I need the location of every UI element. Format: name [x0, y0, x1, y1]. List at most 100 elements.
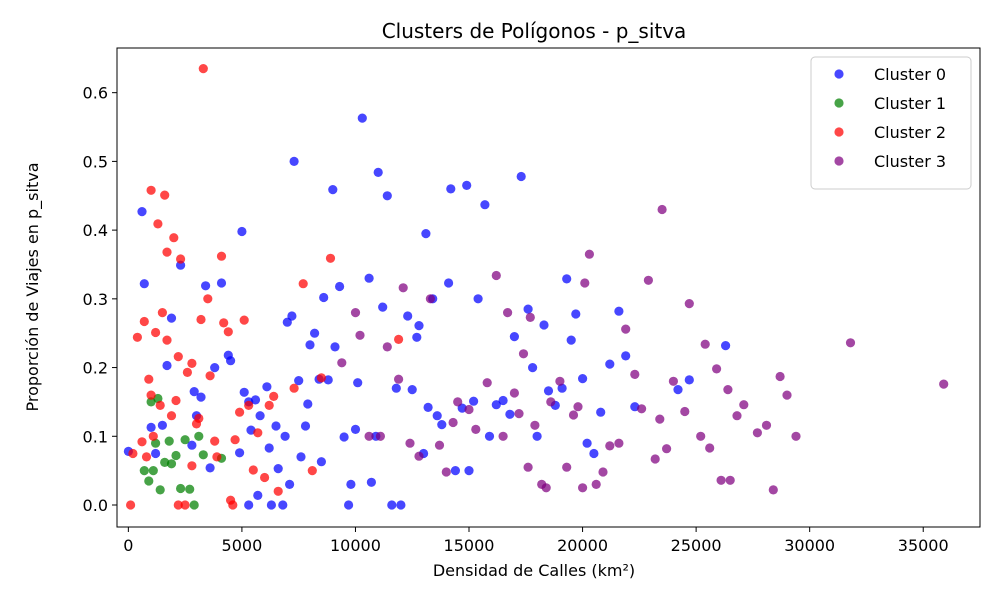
point-cluster-3 [555, 376, 565, 386]
x-axis-label: Densidad de Calles (km²) [433, 561, 635, 580]
point-cluster-0 [328, 185, 338, 195]
point-cluster-2 [187, 461, 197, 471]
point-cluster-0 [446, 184, 456, 194]
legend-label: Cluster 2 [874, 123, 946, 142]
point-cluster-0 [196, 392, 206, 402]
x-tick-label: 15000 [444, 536, 495, 555]
point-cluster-3 [350, 308, 361, 318]
point-cluster-1 [180, 435, 190, 445]
y-tick-label: 0.4 [83, 221, 108, 240]
point-cluster-0 [532, 431, 542, 441]
point-cluster-0 [582, 438, 592, 448]
point-cluster-3 [614, 438, 624, 448]
point-cluster-2 [151, 327, 161, 338]
point-cluster-2 [155, 400, 165, 410]
point-cluster-0 [469, 396, 479, 406]
point-cluster-3 [382, 342, 392, 352]
point-cluster-2 [182, 367, 192, 377]
point-cluster-1 [155, 485, 165, 495]
point-cluster-0 [273, 464, 283, 474]
y-axis-label: Proporción de Viajes en p_sitva [23, 162, 43, 411]
point-cluster-2 [307, 466, 317, 476]
point-cluster-0 [162, 360, 172, 371]
point-cluster-3 [525, 312, 535, 322]
point-cluster-0 [294, 376, 304, 386]
point-cluster-0 [216, 278, 227, 288]
point-cluster-3 [761, 420, 772, 430]
point-cluster-2 [126, 500, 136, 510]
y-tick-label: 0.0 [83, 496, 108, 515]
point-cluster-0 [339, 432, 349, 442]
point-cluster-3 [562, 462, 572, 472]
point-cluster-3 [405, 438, 415, 448]
x-tick-label: 25000 [671, 536, 722, 555]
point-cluster-3 [716, 475, 726, 485]
point-cluster-3 [775, 371, 785, 382]
point-cluster-3 [471, 424, 481, 434]
point-cluster-3 [668, 376, 679, 386]
point-cluster-3 [578, 483, 588, 493]
point-cluster-0 [266, 500, 276, 510]
point-cluster-0 [589, 448, 599, 459]
point-cluster-1 [164, 436, 174, 446]
y-tick-label: 0.1 [83, 427, 108, 446]
point-cluster-2 [216, 251, 227, 261]
point-cluster-2 [187, 358, 197, 368]
point-cluster-0 [226, 356, 236, 366]
point-cluster-1 [171, 450, 181, 461]
point-cluster-3 [655, 414, 665, 424]
point-cluster-3 [448, 417, 458, 428]
point-cluster-2 [141, 452, 152, 462]
point-cluster-3 [482, 378, 492, 388]
point-cluster-3 [498, 431, 508, 441]
point-cluster-3 [591, 479, 601, 489]
point-cluster-0 [509, 332, 519, 342]
point-cluster-0 [289, 156, 299, 166]
y-tick-label: 0.3 [83, 290, 108, 309]
point-cluster-0 [396, 500, 406, 510]
point-cluster-0 [280, 431, 290, 441]
point-cluster-3 [752, 428, 763, 438]
point-cluster-0 [523, 304, 533, 314]
point-cluster-0 [235, 448, 245, 458]
point-cluster-2 [157, 308, 167, 318]
legend-marker [834, 127, 844, 137]
point-cluster-2 [166, 411, 177, 421]
point-cluster-0 [187, 440, 197, 450]
point-cluster-2 [173, 352, 183, 362]
point-cluster-2 [394, 334, 404, 344]
legend-marker [834, 98, 844, 108]
point-cluster-3 [637, 404, 647, 414]
point-cluster-3 [732, 411, 742, 421]
point-cluster-2 [153, 219, 163, 229]
point-cluster-2 [248, 465, 258, 475]
point-cluster-3 [684, 299, 694, 309]
point-cluster-0 [491, 400, 501, 410]
point-cluster-3 [700, 339, 710, 349]
point-cluster-3 [414, 451, 424, 461]
point-cluster-3 [541, 483, 551, 493]
point-cluster-3 [605, 441, 615, 451]
axes: 0 5000 10000 15000 20000 25000 30000 35000 0.0 0.… [83, 47, 981, 555]
point-cluster-0 [344, 500, 354, 510]
point-cluster-0 [562, 274, 572, 284]
point-cluster-0 [444, 278, 454, 288]
point-cluster-0 [205, 463, 215, 473]
point-cluster-3 [657, 204, 667, 215]
point-cluster-2 [228, 500, 238, 510]
point-cluster-3 [491, 270, 501, 281]
point-cluster-2 [171, 395, 181, 406]
point-cluster-3 [434, 440, 445, 450]
point-cluster-0 [151, 448, 161, 459]
point-cluster-0 [543, 386, 554, 396]
legend-label: Cluster 0 [874, 65, 946, 84]
point-cluster-0 [366, 477, 376, 487]
point-cluster-2 [173, 500, 183, 510]
point-cluster-0 [262, 382, 272, 392]
point-cluster-0 [407, 385, 417, 395]
point-cluster-0 [300, 421, 311, 431]
point-cluster-3 [394, 374, 404, 384]
point-cluster-0 [450, 466, 460, 476]
point-cluster-0 [271, 421, 281, 431]
